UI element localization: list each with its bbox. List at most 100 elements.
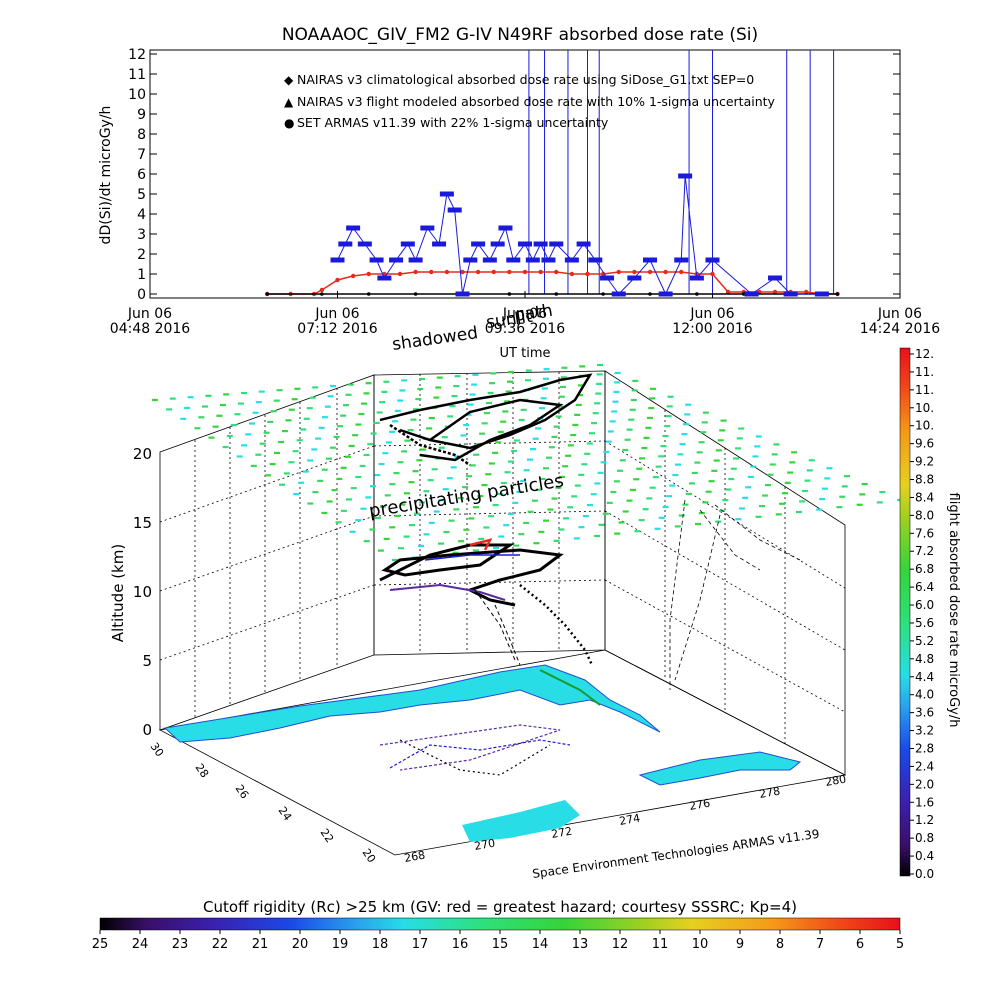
rigidity-tick-label: 10 <box>692 937 709 952</box>
armas-point <box>389 257 404 263</box>
rigidity-tick-label: 25 <box>92 937 109 952</box>
latitude-tick: 30 <box>148 740 167 759</box>
armas-point <box>377 275 392 281</box>
x-tick-label: Jun 06 <box>689 306 734 322</box>
dose-tick-label: 0.8 <box>915 831 934 845</box>
nairas-flight-point <box>320 292 324 296</box>
armas-point <box>369 257 384 263</box>
top-chart-frame <box>149 49 901 299</box>
dose-tick-label: 6.4 <box>915 580 934 594</box>
rigidity-tick-label: 9 <box>736 937 744 952</box>
y-tick-label: 7 <box>137 147 146 163</box>
dose-tick-label: 2.4 <box>915 759 934 773</box>
floor-outline <box>158 649 847 856</box>
credit-label: Space Environment Technologies ARMAS v11… <box>531 827 820 881</box>
armas-point <box>346 225 361 231</box>
armas-point <box>643 257 657 263</box>
figure-title: NOAAAOC_GIV_FM2 G-IV N49RF absorbed dose… <box>282 25 758 45</box>
armas-point <box>549 241 564 247</box>
dose-tick-label: 1.6 <box>915 795 934 809</box>
armas-point <box>744 291 759 297</box>
nairas-clim-point <box>507 269 512 275</box>
latitude-ticks: 30 28 26 24 22 20 <box>148 740 379 865</box>
armas-spike-lines <box>528 50 835 294</box>
longitude-tick: 270 <box>473 837 496 853</box>
dose-tick-label: 10. <box>915 401 934 415</box>
nairas-clim-point <box>460 269 465 275</box>
armas-point <box>338 241 353 247</box>
armas-point <box>564 257 579 263</box>
dose-tick-label: 2.8 <box>915 741 934 755</box>
armas-point <box>768 275 782 281</box>
dose-tick-label: 0.4 <box>915 849 934 863</box>
armas-point <box>490 241 505 247</box>
shadow-flight-path <box>379 373 593 467</box>
armas-point <box>432 241 447 247</box>
rigidity-tick-label: 12 <box>612 937 629 952</box>
nairas-flight-point <box>835 292 840 296</box>
x-tick-label: 07:12 2016 <box>297 321 378 337</box>
top-chart-legend: ◆ NAIRAS v3 climatological absorbed dose… <box>284 72 776 130</box>
y-tick-label: 2 <box>137 247 146 263</box>
nairas-clim-point <box>397 271 403 277</box>
y-tick-label: 6 <box>137 167 146 183</box>
nairas-clim-point <box>725 289 731 295</box>
y-tick-label: 1 <box>137 267 146 283</box>
altitude-tick: 15 <box>133 514 152 532</box>
dose-tick-label: 4.4 <box>915 670 934 684</box>
y-tick-label: 12 <box>128 47 146 63</box>
x-tick-label: Jun 06 <box>877 306 922 322</box>
dose-tick-label: 2.0 <box>915 777 934 791</box>
nairas-clim-point <box>491 269 496 275</box>
dose-tick-label: 3.2 <box>915 724 934 738</box>
nairas-flight-point <box>366 292 371 296</box>
legend-marker-nairas-clim: ◆ <box>284 73 294 87</box>
nairas-clim-point <box>538 269 543 275</box>
nairas-flight-point <box>695 292 699 296</box>
dose-tick-label: 11. <box>915 365 934 379</box>
rigidity-tick-label: 18 <box>372 937 389 952</box>
x-tick-label: Jun 06 <box>502 306 547 322</box>
armas-line <box>337 175 822 296</box>
longitude-tick: 272 <box>550 825 573 841</box>
altitude-tick: 10 <box>133 583 152 601</box>
legend-marker-nairas-flight: ▲ <box>284 95 294 109</box>
dose-tick-label: 9.2 <box>915 455 934 469</box>
armas-point <box>471 241 486 247</box>
y-tick-label: 9 <box>137 107 146 123</box>
dose-tick-label: 10. <box>915 419 934 433</box>
nairas-clim-point <box>366 271 371 277</box>
dose-tick-label: 7.6 <box>915 526 934 540</box>
rigidity-colorbar-title: Cutoff rigidity (Rc) >25 km (GV: red = g… <box>203 898 797 916</box>
armas-point <box>420 225 435 231</box>
rigidity-tick-label: 8 <box>776 937 784 952</box>
armas-point <box>518 241 532 247</box>
nairas-clim-point <box>679 269 684 275</box>
x-tick-label: 04:48 2016 <box>110 321 191 337</box>
dose-tick-label: 4.8 <box>915 652 934 666</box>
armas-point <box>689 275 704 281</box>
dose-rate-colorbar-label: flight absorbed dose rate microGy/h <box>946 493 961 728</box>
dose-tick-label: 8.0 <box>915 508 934 522</box>
armas-point <box>357 241 372 247</box>
legend-label-nairas-flight: NAIRAS v3 flight modeled absorbed dose r… <box>297 94 776 109</box>
dose-rate-colorbar-ticks: 12. 11. 11. 10. 10. 9.6 9.2 8.8 8.4 8.0 7.6 7.2 6.8 6… <box>910 347 934 881</box>
dose-tick-label: 7.2 <box>915 544 934 558</box>
nairas-clim-point <box>585 271 590 277</box>
x-tick-label: Jun 06 <box>127 306 172 322</box>
cutoff-rigidity-grid <box>152 363 903 562</box>
armas-point <box>506 257 521 263</box>
armas-point <box>455 291 470 297</box>
y-tick-label: 0 <box>137 287 146 303</box>
altitude-tick: 0 <box>142 721 152 739</box>
dose-tick-label: 8.8 <box>915 473 934 487</box>
rigidity-tick-label: 13 <box>572 937 589 952</box>
nairas-clim-point <box>554 269 559 275</box>
latitude-tick: 20 <box>360 846 379 865</box>
dose-tick-label: 0.0 <box>915 867 934 881</box>
latitude-tick: 26 <box>233 782 252 801</box>
dose-tick-label: 1.2 <box>915 813 934 827</box>
armas-point <box>627 275 642 281</box>
x-tick-label: 14:24 2016 <box>860 321 941 337</box>
